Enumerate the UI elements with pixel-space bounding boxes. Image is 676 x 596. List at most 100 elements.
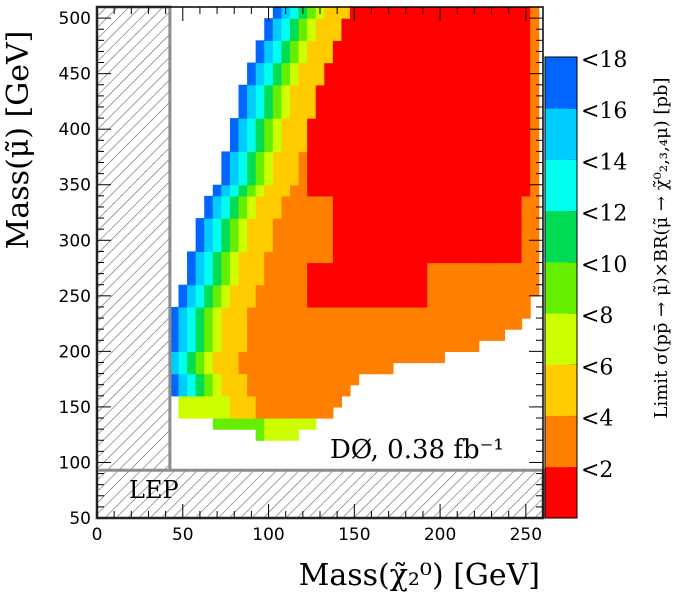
heatmap-cell — [307, 118, 317, 130]
heatmap-cell — [332, 251, 343, 264]
heatmap-cell — [212, 240, 222, 252]
heatmap-cell — [341, 351, 351, 364]
heatmap-cell — [401, 73, 411, 86]
heatmap-cell — [255, 229, 265, 241]
heatmap-cell — [315, 295, 325, 308]
heatmap-cell — [307, 129, 317, 141]
heatmap-cell — [487, 29, 497, 41]
heatmap-cell — [530, 73, 540, 86]
heatmap-cell — [212, 384, 222, 397]
heatmap-cell — [418, 262, 428, 275]
heatmap-cell — [512, 284, 523, 297]
x-tick-label: 50 — [172, 525, 194, 545]
heatmap-cell — [375, 7, 385, 19]
heatmap-cell — [229, 140, 240, 153]
heatmap-cell — [358, 84, 368, 97]
heatmap-cell — [315, 273, 325, 286]
heatmap-cell — [418, 84, 428, 97]
heatmap-cell — [444, 151, 454, 164]
heatmap-cell — [289, 29, 300, 41]
heatmap-cell — [272, 140, 283, 153]
heatmap-cell — [444, 29, 454, 41]
heatmap-cell — [367, 151, 377, 164]
heatmap-cell — [324, 295, 334, 308]
heatmap-cell — [504, 218, 514, 230]
heatmap-cell — [238, 218, 248, 230]
heatmap-cell — [255, 118, 265, 130]
heatmap-cell — [375, 206, 385, 219]
heatmap-cell — [495, 262, 506, 275]
heatmap-cell — [289, 151, 300, 164]
heatmap-cell — [229, 295, 240, 308]
heatmap-cell — [341, 95, 351, 108]
x-tick-label: 100 — [252, 525, 284, 545]
heatmap-cell — [521, 40, 531, 53]
heatmap-cell — [367, 173, 377, 186]
heatmap-cell — [212, 262, 222, 275]
heatmap-cell — [358, 162, 368, 175]
heatmap-cell — [341, 229, 351, 241]
heatmap-cell — [264, 362, 274, 375]
heatmap-cell — [298, 284, 308, 297]
heatmap-cell — [255, 362, 265, 375]
heatmap-cell — [298, 118, 308, 130]
heatmap-cell — [289, 318, 300, 330]
heatmap-cell — [384, 106, 394, 119]
heatmap-cell — [229, 418, 240, 430]
heatmap-cell — [470, 218, 480, 230]
x-tick-label: 200 — [424, 525, 456, 545]
heatmap-cell — [470, 340, 480, 352]
heatmap-cell — [410, 229, 420, 241]
heatmap-cell — [375, 273, 385, 286]
heatmap-cell — [264, 395, 274, 408]
y-tick-label: 300 — [59, 231, 91, 251]
heatmap-cell — [332, 262, 343, 275]
heatmap-cell — [452, 173, 463, 186]
heatmap-cell — [487, 195, 497, 208]
heatmap-cell — [367, 62, 377, 75]
heatmap-cell — [332, 51, 343, 64]
heatmap-cell — [392, 106, 403, 119]
heatmap-cell — [264, 273, 274, 286]
heatmap-cell — [264, 40, 274, 53]
heatmap-cell — [461, 7, 471, 19]
heatmap-cell — [350, 373, 360, 386]
heatmap-cell — [272, 151, 283, 164]
heatmap-cell — [410, 40, 420, 53]
heatmap-cell — [332, 18, 343, 30]
heatmap-cell — [512, 295, 523, 308]
heatmap-cell — [324, 62, 334, 75]
heatmap-cell — [281, 229, 291, 241]
heatmap-cell — [435, 240, 445, 252]
heatmap-cell — [298, 18, 308, 30]
heatmap-cell — [392, 318, 403, 330]
heatmap-cell — [195, 273, 205, 286]
heatmap-cell — [281, 195, 291, 208]
heatmap-cell — [247, 195, 257, 208]
heatmap-cell — [238, 195, 248, 208]
heatmap-cell — [461, 306, 471, 319]
heatmap-cell — [401, 151, 411, 164]
heatmap-cell — [470, 329, 480, 341]
heatmap-cell — [470, 262, 480, 275]
heatmap-cell — [247, 306, 257, 319]
heatmap-cell — [358, 240, 368, 252]
heatmap-cell — [169, 318, 180, 330]
heatmap-cell — [512, 118, 523, 130]
heatmap-cell — [298, 373, 308, 386]
heatmap-cell — [461, 240, 471, 252]
heatmap-cell — [195, 395, 205, 408]
heatmap-cell — [341, 384, 351, 397]
legend-label: <18 — [581, 48, 627, 73]
heatmap-cell — [452, 306, 463, 319]
low-mass-excluded-region — [95, 5, 172, 520]
heatmap-cell — [187, 262, 197, 275]
heatmap-cell — [315, 195, 325, 208]
heatmap-cell — [272, 95, 283, 108]
heatmap-cell — [212, 195, 222, 208]
heatmap-cell — [452, 73, 463, 86]
heatmap-cell — [307, 162, 317, 175]
heatmap-cell — [530, 162, 540, 175]
heatmap-cell — [452, 162, 463, 175]
heatmap-cell — [478, 29, 488, 41]
